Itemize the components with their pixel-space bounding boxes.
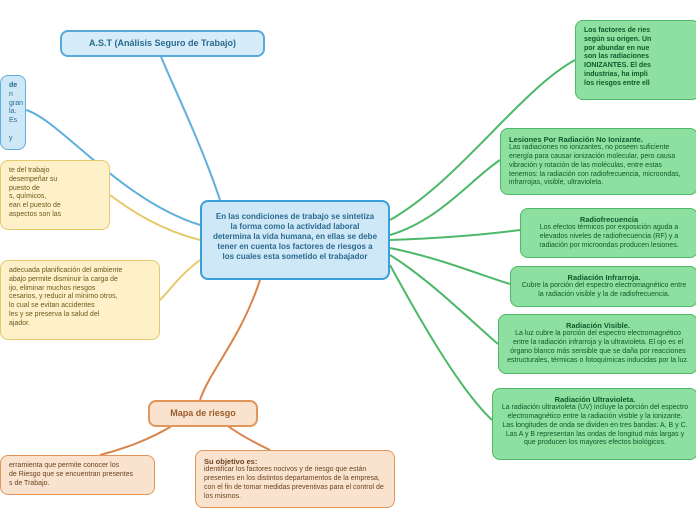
- orange-leaf: Su objetivo es:identificar los factores …: [195, 450, 395, 508]
- leaf-title: Radiación Ultravioleta.: [501, 395, 689, 404]
- green-leaf: RadiofrecuenciaLos efectos térmicos por …: [520, 208, 696, 258]
- leaf-title: Radiación Visible.: [507, 321, 689, 330]
- green-leaf: Radiación Infrarroja.Cubre la porción de…: [510, 266, 696, 307]
- topic-ast: A.S.T (Análisis Seguro de Trabajo): [60, 30, 265, 57]
- topic-mapa: Mapa de riesgo: [148, 400, 258, 427]
- leaf-sub: n granla. Esy: [9, 91, 17, 144]
- leaf-title: Lesiones Por Radiación No Ionizante.: [509, 135, 689, 144]
- leaf-title: Radiofrecuencia: [529, 215, 689, 224]
- leaf-body: erramienta que permite conocer losde Rie…: [9, 462, 146, 488]
- orange-leaf: erramienta que permite conocer losde Rie…: [0, 455, 155, 495]
- leaf-body: Las radiaciones no ionizantes, no poseen…: [509, 144, 689, 188]
- leaf-body: de: [9, 82, 17, 91]
- green-leaf: Radiación Visible.La luz cubre la porció…: [498, 314, 696, 374]
- leaf-title: Su objetivo es:: [204, 457, 386, 466]
- leaf-body: adecuada planificación del ambienteabajo…: [9, 267, 151, 328]
- green-leaf: Radiación Ultravioleta.La radiación ultr…: [492, 388, 696, 460]
- leaf-body: Cubre la porción del espectro electromag…: [519, 282, 689, 300]
- leaf-body: Los factores de riessegún su origen. Unp…: [584, 27, 691, 88]
- leaf-body: identificar los factores nocivos y de ri…: [204, 466, 386, 501]
- leaf-body: La radiación ultravioleta (UV) incluye l…: [501, 404, 689, 448]
- leaf-title: Radiación Infrarroja.: [519, 273, 689, 282]
- yellow-leaf: adecuada planificación del ambienteabajo…: [0, 260, 160, 340]
- leaf-body: La luz cubre la porción del espectro ele…: [507, 330, 689, 365]
- leaf-body: te del trabajodesempeñar supuesto des, q…: [9, 167, 101, 220]
- leaf-body: Los efectos térmicos por exposición agud…: [529, 224, 689, 250]
- green-leaf: Los factores de riessegún su origen. Unp…: [575, 20, 696, 100]
- green-leaf: Lesiones Por Radiación No Ionizante.Las …: [500, 128, 696, 195]
- central-node: En las condiciones de trabajo se sinteti…: [200, 200, 390, 280]
- yellow-leaf: te del trabajodesempeñar supuesto des, q…: [0, 160, 110, 230]
- blue-leaf: den granla. Esy: [0, 75, 26, 150]
